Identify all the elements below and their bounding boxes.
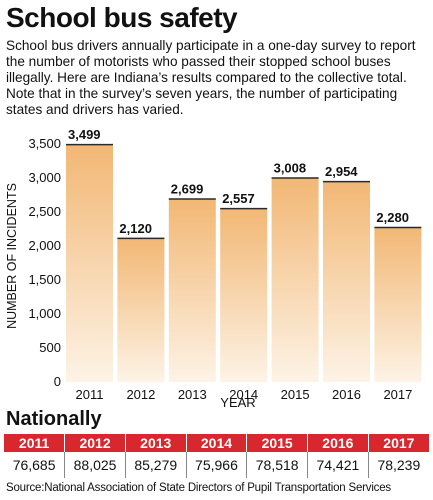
y-tick-label: 3,500 xyxy=(28,136,61,151)
nationally-value-row: 76,685 88,025 85,279 75,966 78,518 74,421 78,2… xyxy=(4,452,429,478)
bar-2017 xyxy=(374,226,422,382)
bar-value-label: 2,954 xyxy=(325,164,358,179)
nationally-year-cell: 2016 xyxy=(307,434,369,452)
y-axis-label: NUMBER OF INCIDENTS xyxy=(5,183,19,329)
bar-value-label: 2,280 xyxy=(376,210,409,225)
nationally-year-cell: 2012 xyxy=(64,434,126,452)
x-tick-label: 2017 xyxy=(383,387,412,402)
bar-2014 xyxy=(220,208,268,382)
y-tick-label: 1,000 xyxy=(28,306,61,321)
bar-2012 xyxy=(117,237,165,382)
bar-2015 xyxy=(271,177,319,382)
nationally-value-cell: 78,518 xyxy=(246,452,309,478)
nationally-year-cell: 2014 xyxy=(186,434,248,452)
nationally-year-cell: 2013 xyxy=(125,434,187,452)
y-tick-label: 3,000 xyxy=(28,170,61,185)
x-tick-label: 2014 xyxy=(229,387,258,402)
bar-chart: NUMBER OF INCIDENTS 0 500 1,000 1,500 2,000 2… xyxy=(5,128,422,410)
nationally-value-cell: 88,025 xyxy=(64,452,126,478)
x-tick-label: 2015 xyxy=(281,387,310,402)
nationally-year-cell: 2015 xyxy=(246,434,309,452)
x-axis-label: YEAR xyxy=(220,395,255,410)
page-title: School bus safety xyxy=(6,2,238,33)
bar-2013 xyxy=(168,198,216,382)
y-tick-label: 1,500 xyxy=(28,272,61,287)
bar-value-label: 2,120 xyxy=(119,221,152,236)
x-tick-label: 2012 xyxy=(126,387,155,402)
bar-value-label: 2,699 xyxy=(171,181,204,196)
nationally-value-cell: 74,421 xyxy=(307,452,369,478)
x-tick-label: 2016 xyxy=(332,387,361,402)
bar-2016 xyxy=(323,181,370,382)
nationally-value-cell: 76,685 xyxy=(4,452,66,478)
y-tick-label: 2,000 xyxy=(28,238,61,253)
y-tick-label: 500 xyxy=(39,340,61,355)
nationally-title: Nationally xyxy=(6,408,102,430)
bar-value-label: 2,557 xyxy=(222,191,255,206)
nationally-table: 2011 2012 2013 2014 2015 2016 2017 76,685 88,02… xyxy=(4,434,429,478)
x-tick-label: 2011 xyxy=(76,387,104,402)
nationally-year-cell: 2017 xyxy=(368,434,429,452)
source-note: Source:National Association of State Dir… xyxy=(6,482,391,494)
nationally-year-cell: 2011 xyxy=(4,434,66,452)
y-tick-label: 2,500 xyxy=(28,204,61,219)
x-tick-label: 2013 xyxy=(178,387,207,402)
bar-value-label: 3,008 xyxy=(274,160,307,175)
page-subtitle: School bus drivers annually participate … xyxy=(6,38,416,117)
bar-value-label: 3,499 xyxy=(68,128,101,142)
nationally-value-cell: 75,966 xyxy=(186,452,248,478)
bar-2011 xyxy=(66,144,113,382)
y-tick-label: 0 xyxy=(54,374,61,389)
nationally-value-cell: 78,239 xyxy=(377,457,421,473)
nationally-value-cell: 85,279 xyxy=(125,452,187,478)
nationally-header-row: 2011 2012 2013 2014 2015 2016 2017 xyxy=(4,434,429,452)
